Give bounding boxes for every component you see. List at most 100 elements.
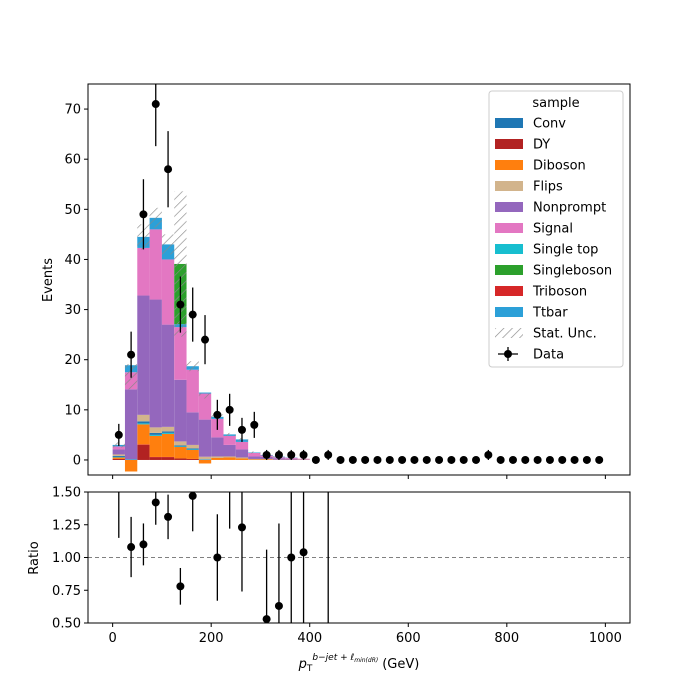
y-tick-label: 60: [64, 153, 81, 168]
bar-dy: [137, 444, 150, 460]
data-point: [570, 455, 579, 464]
bar-dy: [149, 457, 162, 460]
stat-unc-bin: [198, 393, 212, 399]
x-axis-label-unit: (GeV): [382, 657, 419, 672]
legend-swatch: [495, 139, 523, 149]
bar-flips: [149, 427, 162, 433]
bar-triboson: [149, 456, 162, 458]
legend-label: Signal: [533, 222, 573, 237]
legend-entry-data: Data: [498, 347, 564, 363]
ratio-point: [299, 548, 308, 557]
data-point: [237, 425, 246, 434]
legend-swatch: [495, 244, 523, 254]
bar-signal: [174, 327, 187, 380]
legend-swatch: [495, 181, 523, 191]
stat-unc-bin: [161, 234, 175, 255]
bar-nonprompt: [248, 456, 261, 459]
main-y-ticks: 0 10 20 30 40 50 60 70: [64, 103, 88, 468]
legend-entry-triboson: Triboson: [495, 285, 587, 300]
legend-entry-nonprompt: Nonprompt: [495, 201, 606, 216]
bar-flips: [198, 456, 212, 460]
bar-single-top: [149, 434, 162, 436]
ratio-point: [176, 582, 185, 591]
main-x-ticks: [112, 475, 606, 479]
stacked-bars: [112, 217, 310, 472]
legend-swatch: [495, 328, 523, 338]
bar-diboson: [174, 446, 187, 459]
legend-label: Triboson: [532, 285, 587, 300]
data-point: [373, 455, 382, 464]
legend-label: Data: [533, 348, 564, 363]
bar-diboson: [149, 435, 162, 457]
data-point: [201, 335, 210, 344]
bar-single-top: [124, 459, 138, 460]
legend-swatch: [495, 307, 523, 317]
legend-entry-signal: Signal: [495, 222, 573, 237]
bar-diboson: [235, 458, 249, 460]
legend-label: Conv: [533, 117, 566, 132]
bar-signal: [198, 393, 212, 420]
data-point: [287, 450, 296, 459]
ratio-point: [139, 540, 148, 549]
ratio-point: [274, 601, 283, 610]
stat-unc-bin: [223, 432, 236, 436]
data-point: [213, 410, 222, 419]
legend-entries: Conv DY Diboson Flips Nonprompt Signal Single …: [495, 117, 612, 363]
bar-conv: [149, 432, 162, 435]
data-point: [472, 455, 481, 464]
legend-entry-singleboson: Singleboson: [495, 264, 612, 279]
ratio-point: [213, 553, 222, 562]
bar-nonprompt: [112, 449, 125, 455]
data-point: [410, 455, 419, 464]
bar-dy: [112, 458, 125, 460]
x-axis-label-superscript-sub: min(dR): [354, 657, 378, 664]
data-point: [385, 455, 394, 464]
legend-label: Diboson: [533, 159, 586, 174]
bar-conv: [112, 455, 125, 457]
legend-swatch: [495, 160, 523, 170]
main-panel: 0 10 20 30 40 50 60 70 Events: [41, 83, 631, 479]
ratio-point: [188, 492, 197, 500]
data-point: [435, 455, 444, 464]
legend-data-marker: [504, 350, 512, 358]
bar-diboson: [124, 459, 138, 472]
bar-flips: [248, 458, 261, 460]
data-point: [151, 100, 160, 109]
ratio-y-tick-label: 1.00: [52, 551, 81, 566]
ratio-x-tick-label: 400: [297, 631, 322, 646]
ratio-ylabel: Ratio: [27, 541, 42, 574]
bar-dy: [161, 457, 175, 460]
bar-flips: [235, 457, 249, 459]
ratio-x-tick-label: 0: [108, 631, 116, 646]
data-point: [422, 455, 431, 464]
data-point: [447, 455, 456, 464]
data-point: [164, 165, 173, 174]
data-point: [595, 455, 604, 464]
x-axis-label-subscript: T: [306, 664, 313, 674]
data-point: [508, 455, 517, 464]
bar-nonprompt: [235, 449, 249, 458]
stat-unc-bin: [149, 207, 162, 228]
legend-swatch: [495, 118, 523, 128]
bar-diboson: [137, 424, 150, 445]
ratio-point: [324, 396, 332, 404]
legend-swatch: [495, 286, 523, 296]
bar-signal: [112, 446, 125, 450]
data-point: [188, 310, 197, 319]
bar-nonprompt: [198, 419, 212, 457]
ratio-point: [287, 553, 296, 562]
ratio-y-tick-label: 0.50: [52, 617, 81, 632]
y-tick-label: 10: [64, 403, 81, 418]
bar-nonprompt: [186, 412, 199, 445]
ratio-x-tick-label: 600: [396, 631, 421, 646]
data-point: [496, 455, 505, 464]
data-point: [558, 455, 567, 464]
y-tick-label: 20: [64, 353, 81, 368]
bar-nonprompt: [174, 379, 187, 442]
bar-conv: [161, 431, 175, 433]
bar-nonprompt: [149, 299, 162, 428]
bar-signal: [161, 259, 175, 325]
bar-nonprompt: [223, 444, 236, 457]
legend-swatch: [495, 265, 523, 275]
data-point: [361, 455, 370, 464]
